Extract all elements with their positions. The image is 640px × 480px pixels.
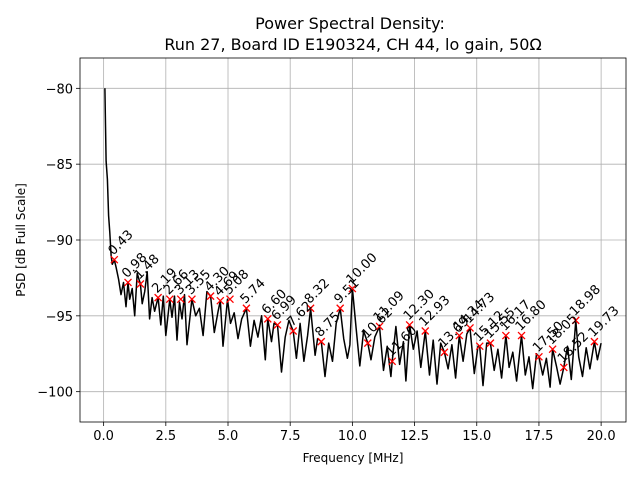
peak-marker [388,357,397,366]
peak-marker [475,342,484,351]
x-tick-label: 12.5 [400,429,429,444]
peak-marker [517,331,526,340]
peak-marker [375,322,384,331]
peak-marker [440,348,449,357]
x-tick-label: 7.5 [280,429,301,444]
x-tick-label: 17.5 [524,429,553,444]
x-tick-label: 20.0 [587,429,616,444]
peak-marker [263,314,272,323]
y-tick-label: −90 [46,234,73,249]
peak-marker [136,280,145,288]
peak-marker [242,304,251,313]
peak-marker [466,324,474,332]
peak-marker [571,316,580,325]
y-tick-label: −85 [46,158,73,173]
x-tick-label: 0.0 [93,429,114,444]
peak-marker [289,327,298,335]
y-axis-label: PSD [dB Full Scale] [14,183,28,297]
peak-marker [559,363,568,372]
peak-marker [306,304,315,313]
tick-layer: 0.0 2.5 5.0 7.5 10.0 12.5 15.0 17.5 20.0 −80 −85 −9… [37,82,615,444]
peak-marker [176,295,185,304]
peak-marker [336,304,345,313]
peak-marker [154,293,163,302]
peak-marker [187,295,196,304]
y-tick-label: −95 [46,310,73,325]
peak-marker [226,295,234,304]
grid-layer [80,58,626,422]
peak-marker [590,337,599,346]
y-tick-label: −100 [37,386,73,401]
peak-marker [273,320,282,329]
peak-marker [206,292,215,301]
peak-marker [548,345,557,354]
peak-marker [348,284,357,293]
marker-layer [110,255,599,372]
chart-title: Power Spectral Density: [255,14,445,33]
peak-marker [486,339,495,348]
chart-subtitle: Run 27, Board ID E190324, CH 44, lo gain… [164,35,541,54]
peak-marker [501,331,510,340]
peak-marker [165,295,174,304]
peak-marker [455,331,464,340]
y-tick-label: −80 [46,82,73,97]
peak-marker [405,320,414,329]
peak-marker [124,278,132,287]
x-tick-label: 10.0 [338,429,367,444]
x-tick-label: 5.0 [218,429,239,444]
peak-marker [363,339,372,348]
x-axis-label: Frequency [MHz] [303,451,404,465]
x-tick-label: 15.0 [462,429,491,444]
peak-marker [534,352,543,361]
peak-marker [216,296,225,305]
peak-marker [110,255,119,264]
peak-marker [317,337,326,346]
peak-marker [421,327,430,335]
x-tick-label: 2.5 [155,429,176,444]
